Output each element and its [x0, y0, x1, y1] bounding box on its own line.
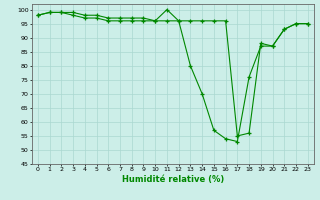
X-axis label: Humidité relative (%): Humidité relative (%) [122, 175, 224, 184]
